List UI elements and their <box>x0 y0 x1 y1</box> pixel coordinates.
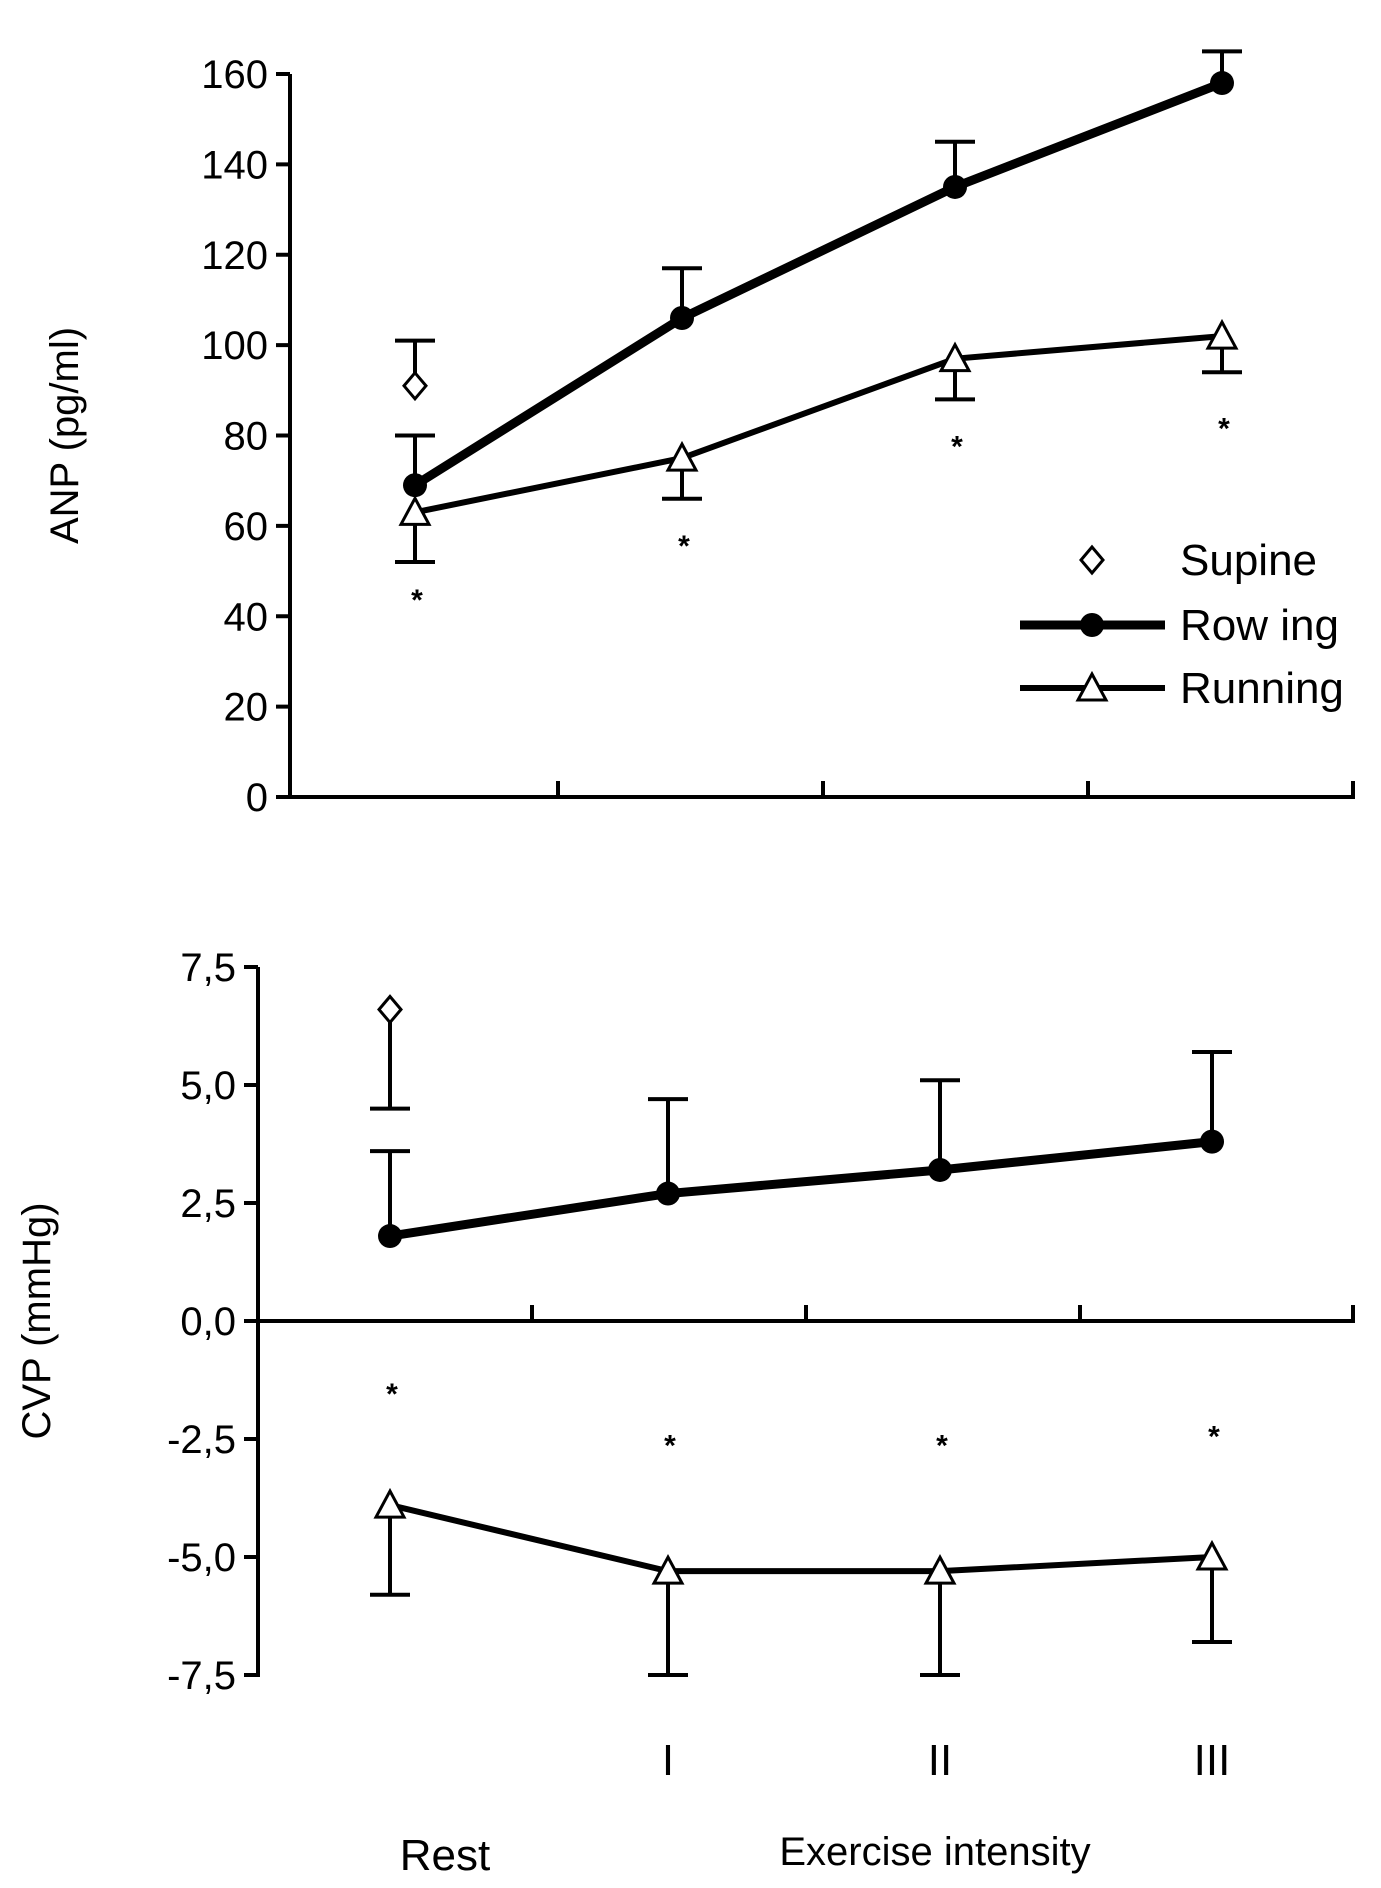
x-axis-title: Exercise intensity <box>779 1830 1090 1874</box>
x-category-label: III <box>1194 1736 1231 1785</box>
significance-marker: * <box>678 530 690 563</box>
x-category-label: II <box>928 1736 952 1785</box>
data-point-running <box>1195 1539 1229 1571</box>
data-point-running <box>651 1553 685 1585</box>
data-point-row-ing <box>943 174 967 199</box>
y-tick-label: 7,5 <box>180 946 236 990</box>
y-tick-label: 140 <box>201 143 268 187</box>
y-tick-label: 60 <box>224 505 269 549</box>
data-point-running <box>938 341 972 373</box>
significance-marker: * <box>664 1430 676 1463</box>
data-point-row-ing <box>378 1224 402 1249</box>
data-point-row-ing <box>1200 1129 1224 1154</box>
cvp-chart: -7,5 -5,0 -2,5 0,0 2,5 5,0 7,5 CVP (mmHg) * * * * Re… <box>15 946 1355 1880</box>
y-tick-label: 40 <box>224 595 269 639</box>
y-tick-label: 5,0 <box>180 1064 236 1108</box>
y-tick-label: 0 <box>246 776 268 820</box>
y-tick-label: 120 <box>201 234 268 278</box>
data-point-running <box>398 495 432 526</box>
data-point-row-ing <box>403 473 427 498</box>
legend-marker-supine <box>1079 544 1105 576</box>
series-line-open-triangle <box>414 333 1223 516</box>
significance-marker: * <box>1218 412 1230 445</box>
series-line-open-triangle <box>389 1502 1213 1575</box>
series-line-filled-circle <box>412 78 1224 490</box>
data-point-running <box>665 440 699 472</box>
x-category-label: I <box>662 1736 674 1785</box>
y-tick-label: 0,0 <box>180 1300 236 1344</box>
data-point-row-ing <box>670 306 694 331</box>
legend-marker-row-ing <box>1080 613 1104 637</box>
legend-marker-running <box>1075 670 1109 702</box>
significance-marker: * <box>1208 1420 1220 1453</box>
x-category-label: Rest <box>400 1831 490 1880</box>
significance-marker: * <box>936 1430 948 1463</box>
significance-marker: * <box>411 584 423 617</box>
y-axis-title: CVP (mmHg) <box>15 1202 59 1439</box>
y-tick-label: 80 <box>224 415 269 459</box>
y-tick-label: -5,0 <box>167 1536 236 1580</box>
data-point-row-ing <box>928 1157 952 1182</box>
y-tick-label: 2,5 <box>180 1182 236 1226</box>
significance-marker: * <box>386 1378 398 1411</box>
anp-chart: 0 20 40 60 80 100 120 140 160 ANP (pg/ml) * * * * Supi… <box>43 49 1355 820</box>
series-line-filled-circle <box>389 1137 1213 1241</box>
data-point-row-ing <box>1210 71 1234 96</box>
y-tick-label: 20 <box>224 686 269 730</box>
y-tick-label: -2,5 <box>167 1418 236 1462</box>
data-point-supine <box>402 370 428 402</box>
y-tick-label: 100 <box>201 324 268 368</box>
data-point-running <box>923 1553 957 1585</box>
significance-marker: * <box>951 431 963 464</box>
data-point-supine <box>377 994 403 1025</box>
data-point-row-ing <box>656 1181 680 1206</box>
y-tick-label: 160 <box>201 53 268 97</box>
y-axis-title: ANP (pg/ml) <box>43 327 87 544</box>
data-point-running <box>1205 318 1239 350</box>
legend-label-row-ing: Row ing <box>1180 601 1339 650</box>
legend-label-running: Running <box>1180 664 1344 713</box>
data-point-running <box>373 1487 407 1519</box>
legend-label-supine: Supine <box>1180 536 1317 585</box>
y-tick-label: -7,5 <box>167 1654 236 1698</box>
